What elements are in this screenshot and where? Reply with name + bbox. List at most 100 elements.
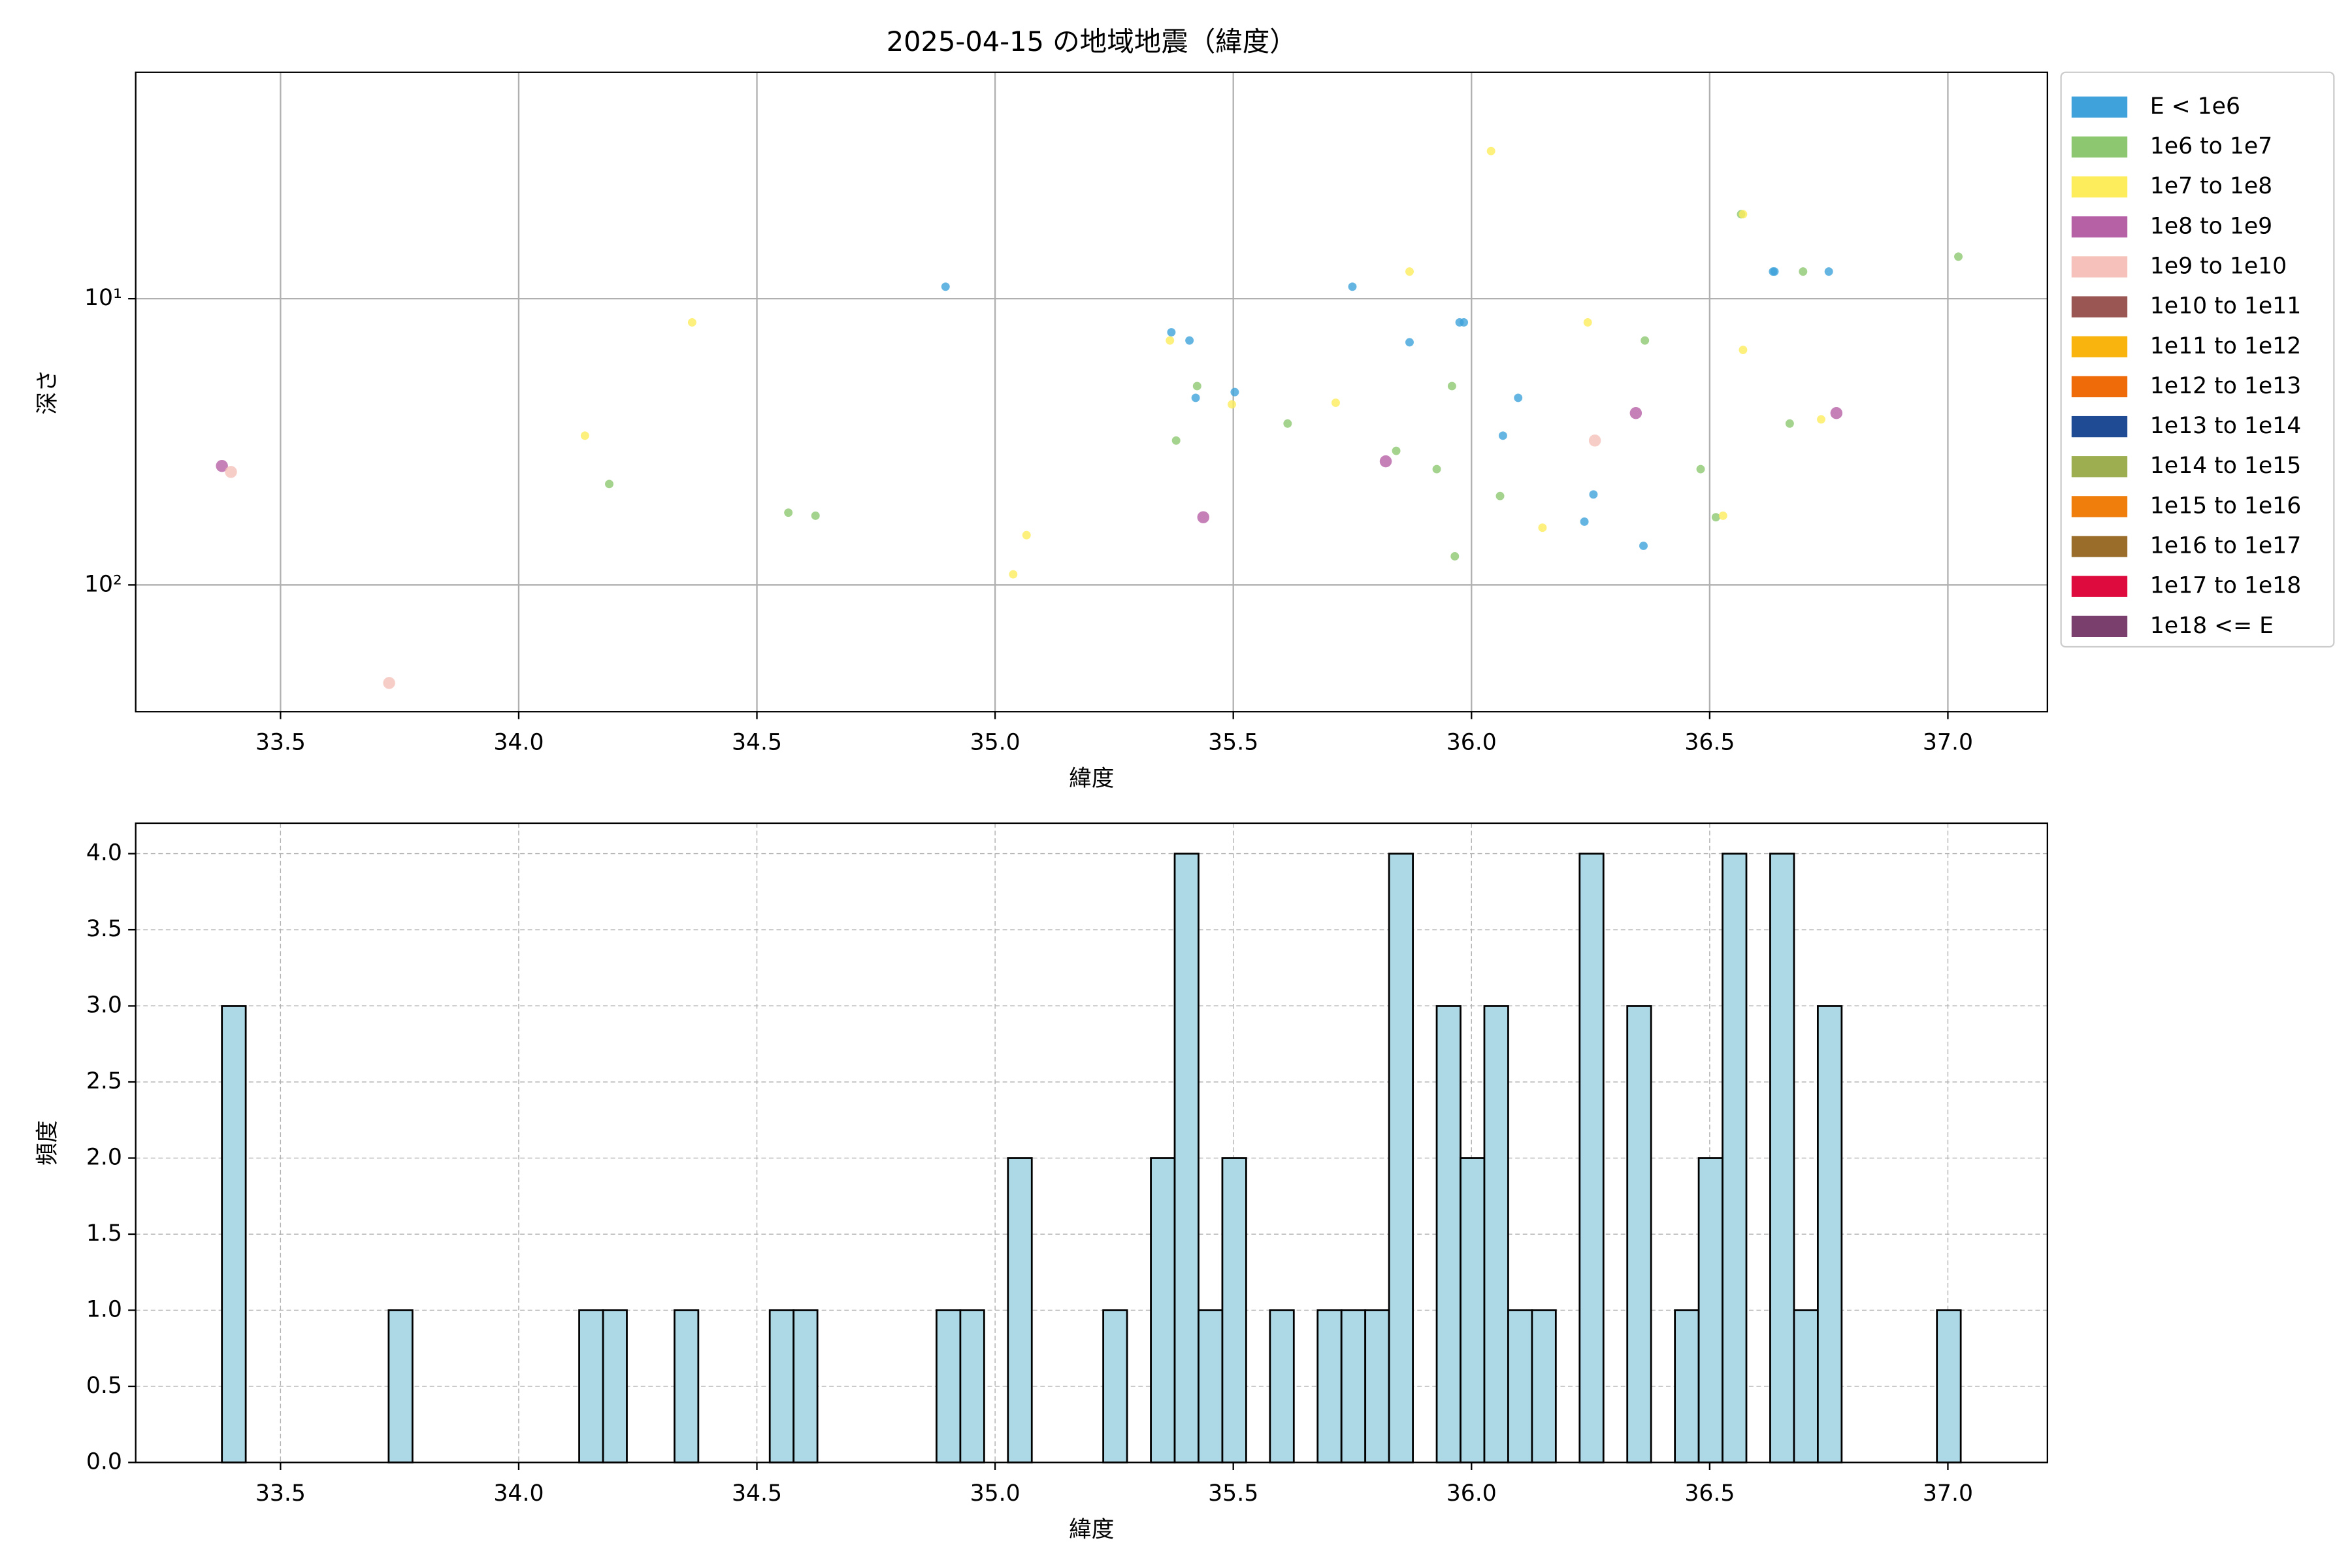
legend-label: 1e14 to 1e15 (2150, 453, 2301, 479)
scatter-point (1171, 436, 1181, 445)
scatter-point (580, 431, 589, 440)
scatter-point (811, 511, 820, 520)
scatter-point (1405, 267, 1414, 276)
y-axis-label: 深さ (35, 369, 61, 414)
histogram-bar (1007, 1157, 1033, 1463)
histogram-bar (221, 1005, 247, 1463)
histogram-bar (1150, 1157, 1176, 1463)
x-tick-label: 36.5 (1684, 730, 1735, 756)
scatter-point (1538, 523, 1547, 532)
scatter-point (1022, 531, 1031, 540)
histogram-bar (1578, 853, 1605, 1463)
scatter-point (1583, 318, 1592, 327)
histogram-bar (1269, 1309, 1295, 1463)
legend-swatch (2071, 576, 2128, 597)
y-tick-label: 3.5 (86, 916, 122, 942)
axes-frame (135, 822, 2048, 1463)
histogram-bar (1435, 1005, 1462, 1463)
scatter-point (1197, 511, 1209, 523)
legend-label: 1e6 to 1e7 (2150, 133, 2272, 159)
scatter-point (784, 508, 793, 517)
histogram-bar (1769, 853, 1795, 1463)
legend-swatch (2071, 336, 2128, 357)
histogram-bar (1793, 1309, 1819, 1463)
y-tick-label: 3.0 (86, 992, 122, 1019)
scatter-point (1580, 517, 1589, 526)
scatter-point (1192, 382, 1201, 391)
legend-swatch (2071, 176, 2128, 198)
x-tick-label: 35.5 (1208, 730, 1258, 756)
legend-swatch (2071, 296, 2128, 318)
legend-label: 1e9 to 1e10 (2150, 253, 2287, 279)
scatter-point (1817, 415, 1825, 424)
y-tick-label: 10² (84, 571, 122, 597)
legend-label: 1e13 to 1e14 (2150, 413, 2301, 439)
scatter-point (225, 466, 237, 478)
scatter-point (1498, 431, 1507, 440)
histogram-bar (1507, 1309, 1533, 1463)
chart-title: 2025-04-15 の地域地震（緯度） (887, 25, 1297, 57)
scatter-point (1331, 399, 1340, 407)
y-tick-label: 1.5 (86, 1220, 122, 1247)
histogram-bar (1102, 1309, 1128, 1463)
histogram-bar (792, 1309, 819, 1463)
scatter-point (1799, 267, 1808, 276)
scatter-point (1770, 267, 1779, 276)
histogram-bar (602, 1309, 628, 1463)
x-axis-label: 緯度 (1069, 1516, 1114, 1543)
x-tick-label: 34.0 (493, 730, 544, 756)
histogram-bar (1483, 1005, 1509, 1463)
scatter-point (1460, 318, 1469, 327)
histogram-bar (1626, 1005, 1652, 1463)
scatter-point (1447, 382, 1456, 391)
scatter-point (1230, 387, 1239, 397)
histogram-bar (578, 1309, 604, 1463)
scatter-point (1718, 511, 1727, 520)
x-tick-label: 34.5 (732, 1480, 782, 1507)
histogram-bar (387, 1309, 414, 1463)
scatter-point (1166, 336, 1175, 345)
x-tick-label: 34.0 (493, 1480, 544, 1507)
scatter-point (1405, 338, 1414, 347)
scatter-point (605, 480, 613, 489)
scatter-point (1711, 513, 1720, 522)
x-tick-label: 36.0 (1446, 1480, 1497, 1507)
scatter-point (687, 318, 696, 327)
scatter-point (1588, 434, 1601, 447)
scatter-point (1639, 541, 1648, 550)
histogram-bar (1364, 1309, 1390, 1463)
scatter-point (1228, 400, 1236, 409)
scatter-point (1191, 393, 1200, 402)
legend-label: 1e16 to 1e17 (2150, 533, 2301, 559)
histogram-bar (1674, 1309, 1700, 1463)
scatter-point (1696, 465, 1705, 474)
histogram-bar (1936, 1309, 1962, 1463)
legend-label: 1e8 to 1e9 (2150, 213, 2272, 239)
y-tick-label: 10¹ (84, 285, 122, 311)
scatter-point (1495, 491, 1505, 500)
legend-swatch (2071, 496, 2128, 517)
x-tick-label: 33.5 (255, 730, 306, 756)
scatter-point (941, 282, 950, 291)
histogram-bar (959, 1309, 985, 1463)
scatter-point (1824, 267, 1833, 276)
x-tick-label: 37.0 (1923, 730, 1973, 756)
legend-swatch (2071, 376, 2128, 398)
scatter-point (216, 459, 228, 472)
histogram-bar (1531, 1309, 1557, 1463)
x-tick-label: 36.5 (1684, 1480, 1735, 1507)
scatter-point (1392, 446, 1401, 455)
x-tick-label: 33.5 (255, 1480, 306, 1507)
histogram-bar (1460, 1157, 1486, 1463)
x-tick-label: 37.0 (1923, 1480, 1973, 1507)
legend-label: E < 1e6 (2150, 93, 2240, 120)
legend-label: 1e18 <= E (2150, 613, 2274, 639)
legend-frame (2060, 71, 2335, 648)
histogram-bar (936, 1309, 962, 1463)
scatter-point (1589, 490, 1598, 499)
legend-label: 1e7 to 1e8 (2150, 173, 2272, 199)
histogram-bar (1198, 1309, 1224, 1463)
histogram-bar (673, 1309, 700, 1463)
y-tick-label: 1.0 (86, 1296, 122, 1322)
scatter-point (1641, 336, 1650, 345)
